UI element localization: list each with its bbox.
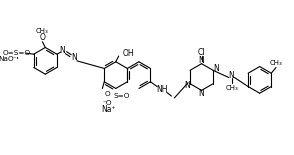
Text: O⁻: O⁻ — [8, 56, 18, 62]
Text: NH: NH — [156, 85, 168, 94]
Text: ⁻O: ⁻O — [102, 100, 112, 106]
Text: CH₃: CH₃ — [225, 85, 238, 91]
Text: O: O — [39, 33, 45, 42]
Text: Cl: Cl — [198, 48, 205, 57]
Text: N: N — [199, 89, 204, 98]
Text: N: N — [199, 56, 204, 65]
Text: CH₃: CH₃ — [270, 60, 283, 66]
Text: CH₃: CH₃ — [36, 28, 49, 34]
Text: N: N — [213, 64, 219, 73]
Text: Na⁺: Na⁺ — [102, 105, 116, 114]
Text: O=S=O: O=S=O — [3, 50, 31, 56]
Text: Na: Na — [0, 56, 8, 62]
Text: N: N — [71, 53, 77, 62]
Text: OH: OH — [123, 49, 134, 58]
Text: N: N — [184, 81, 190, 90]
Text: N: N — [229, 71, 234, 80]
Text: S=O: S=O — [114, 93, 130, 99]
Text: N: N — [60, 46, 66, 55]
Text: O: O — [104, 91, 110, 97]
